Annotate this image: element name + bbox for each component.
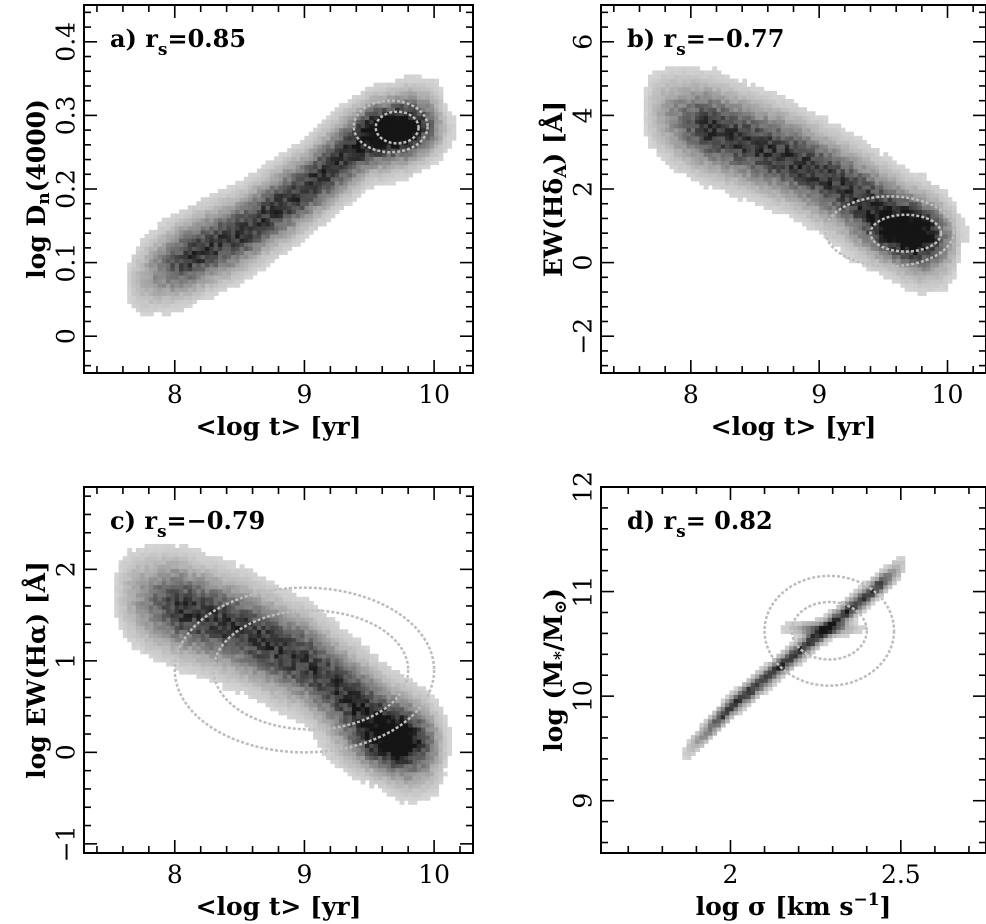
x-axis-label: <log t> [yr] <box>711 412 877 441</box>
panel-c: 8 9 10 −1 0 1 2 c) rs=−0.79 <log t> [yr] log EW(H… <box>22 486 474 921</box>
y-tick-label: 0 <box>52 328 81 344</box>
y-tick-label: 11 <box>569 576 598 608</box>
plot-frame <box>600 486 986 854</box>
density-map <box>682 556 906 761</box>
x-axis-label: <log t> [yr] <box>196 892 362 921</box>
y-tick-label: 12 <box>569 471 598 503</box>
y-axis-label: log (M*/M⊙) <box>539 588 572 752</box>
contour-line <box>790 600 869 661</box>
y-axis-label: log Dn(4000) <box>22 99 55 279</box>
y-axis-label: log EW(Hα) [Å] <box>22 561 51 779</box>
y-tick-label: 0 <box>569 255 598 271</box>
x-axis-label: <log t> [yr] <box>196 412 362 441</box>
y-tick-label: 0.3 <box>52 96 81 136</box>
density-map <box>643 66 970 296</box>
y-tick-label: 2 <box>569 181 598 197</box>
x-tick-label: 8 <box>167 380 183 409</box>
x-tick-label: 2 <box>723 860 739 889</box>
contour-line <box>352 99 429 154</box>
correlation-label: a) rs=0.85 <box>110 24 246 60</box>
y-tick-label: −1 <box>52 825 81 862</box>
x-tick-label: 8 <box>167 860 183 889</box>
density-map <box>114 543 452 805</box>
x-tick-label: 9 <box>811 380 827 409</box>
x-tick-label: 10 <box>418 380 450 409</box>
y-tick-label: −2 <box>569 318 598 355</box>
correlation-label: d) rs= 0.82 <box>627 506 773 542</box>
contour-line <box>763 574 896 687</box>
contour-line <box>824 195 956 268</box>
x-tick-label: 9 <box>296 380 312 409</box>
y-tick-label: 6 <box>569 34 598 50</box>
y-tick-label: 1 <box>52 653 81 669</box>
x-tick-label: 2.5 <box>881 860 921 889</box>
y-tick-label: 0.4 <box>52 22 81 62</box>
y-tick-label: 2 <box>52 561 81 577</box>
x-tick-label: 10 <box>418 860 450 889</box>
x-axis-label: log σ [km s−1] <box>696 890 892 921</box>
y-tick-label: 10 <box>569 680 598 712</box>
y-tick-label: 4 <box>569 107 598 123</box>
y-tick-label: 0.2 <box>52 169 81 209</box>
density-map <box>127 74 457 317</box>
x-tick-label: 8 <box>683 380 699 409</box>
contour-line <box>212 609 410 731</box>
correlation-label: b) rs=−0.77 <box>627 24 784 60</box>
x-tick-label: 9 <box>296 860 312 889</box>
y-tick-label: 9 <box>569 793 598 809</box>
panel-b: 8 9 10 −2 0 2 4 6 b) rs=−0.77 <log t> [yr] EW(HδA)… <box>539 4 986 441</box>
x-tick-label: 10 <box>932 380 964 409</box>
panel-d: 2 2.5 9 10 11 12 d) rs= 0.82 log σ [km s−1] log … <box>539 471 986 921</box>
correlation-label: c) rs=−0.79 <box>110 506 265 542</box>
contour-line <box>869 213 943 253</box>
panel-a: 8 9 10 0 0.1 0.2 0.3 0.4 a) rs=0.85 <log t> [yr] l… <box>22 4 474 441</box>
y-tick-label: 0.1 <box>52 243 81 283</box>
y-tick-label: 0 <box>52 744 81 760</box>
y-axis-label: EW(HδA) [Å] <box>539 101 572 277</box>
contour-line <box>374 110 420 145</box>
contour-line <box>173 586 436 754</box>
